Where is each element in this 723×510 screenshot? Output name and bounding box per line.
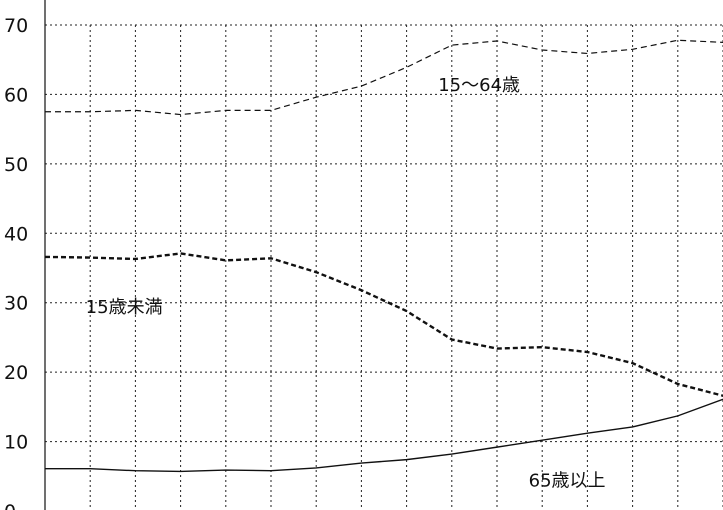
y-tick-label: 20 [4,362,28,384]
series-line-1 [44,252,723,397]
y-tick-label: 50 [4,154,28,176]
y-tick-label: 40 [4,223,28,245]
series-label-0: 15〜64歳 [438,75,520,96]
y-tick-label: 70 [4,15,28,37]
series-lines [44,39,723,473]
y-tick-label: 60 [4,84,28,106]
y-tick-label: 10 [4,432,28,454]
y-tick-label: 0 [4,501,16,510]
series-label-1: 15歳未満 [86,297,163,318]
series-labels: 15〜64歳 15歳未満 65歳以上 [86,75,606,492]
series-line-0 [45,39,723,116]
series-line-2 [45,398,723,473]
y-tick-label: 30 [4,293,28,315]
y-tick-labels: 0 10 20 30 40 50 60 70 [4,15,28,510]
series-label-2: 65歳以上 [529,471,606,492]
grid-lines [45,24,723,510]
